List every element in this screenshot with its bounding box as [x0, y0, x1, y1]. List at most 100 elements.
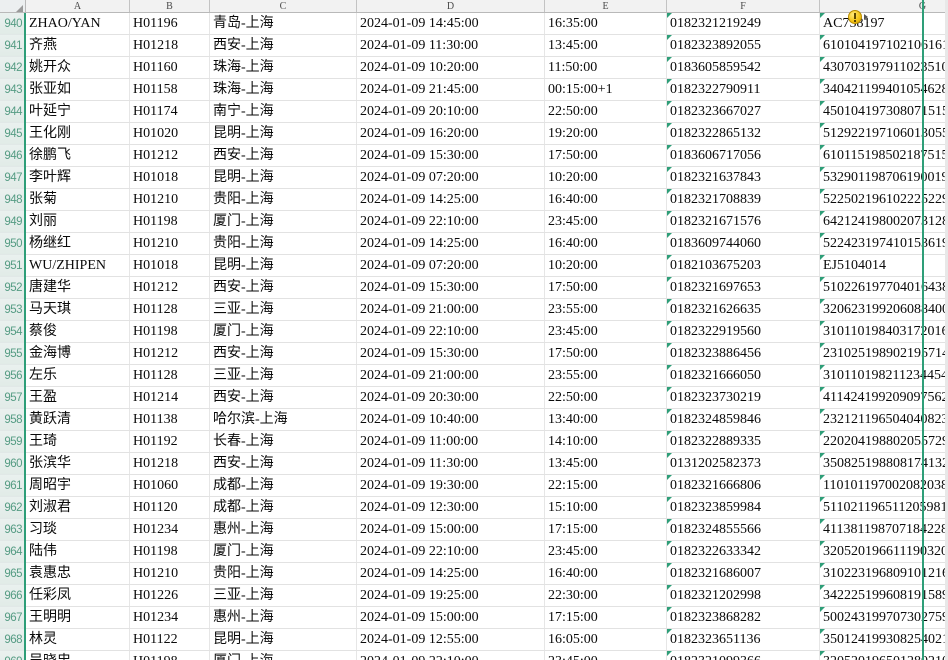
cell-route[interactable]: 南宁-上海	[210, 101, 357, 122]
table-row[interactable]: 王化刚 H01020 昆明-上海 2024-01-09 16:20:00 19:20:0…	[26, 123, 948, 145]
column-header-strip[interactable]: ABCDEFGH	[0, 0, 948, 13]
row-header[interactable]: 964	[0, 541, 24, 563]
cell-flight-code[interactable]: H01210	[130, 189, 210, 210]
cell-ticket-number[interactable]: 0183605859542	[667, 57, 820, 78]
cell-departure-datetime[interactable]: 2024-01-09 22:10:00	[357, 541, 545, 562]
cell-flight-code[interactable]: H01018	[130, 255, 210, 276]
cell-passenger-name[interactable]: 马天琪	[26, 299, 130, 320]
cell-flight-code[interactable]: H01218	[130, 35, 210, 56]
cell-id-number[interactable]: 340421199401054628	[820, 79, 948, 100]
cell-flight-code[interactable]: H01214	[130, 387, 210, 408]
cell-flight-code[interactable]: H01210	[130, 233, 210, 254]
cell-departure-datetime[interactable]: 2024-01-09 22:10:00	[357, 321, 545, 342]
cell-flight-code[interactable]: H01120	[130, 497, 210, 518]
cell-departure-datetime[interactable]: 2024-01-09 19:25:00	[357, 585, 545, 606]
cell-passenger-name[interactable]: 张菊	[26, 189, 130, 210]
cell-passenger-name[interactable]: 唐建华	[26, 277, 130, 298]
cell-arrival-time[interactable]: 23:45:00	[545, 651, 667, 660]
cell-ticket-number[interactable]: 0182322633342	[667, 541, 820, 562]
cell-flight-code[interactable]: H01018	[130, 167, 210, 188]
row-header[interactable]: 962	[0, 497, 24, 519]
cell-ticket-number[interactable]: 0182323651136	[667, 629, 820, 650]
cell-flight-code[interactable]: H01160	[130, 57, 210, 78]
cell-ticket-number[interactable]: 0182324859846	[667, 409, 820, 430]
table-row[interactable]: 王盈 H01214 西安-上海 2024-01-09 20:30:00 22:50:00…	[26, 387, 948, 409]
cell-flight-code[interactable]: H01198	[130, 651, 210, 660]
cell-departure-datetime[interactable]: 2024-01-09 14:45:00	[357, 13, 545, 34]
cell-ticket-number[interactable]: 0182323892055	[667, 35, 820, 56]
row-header[interactable]: 968	[0, 629, 24, 651]
cell-departure-datetime[interactable]: 2024-01-09 15:00:00	[357, 607, 545, 628]
cell-passenger-name[interactable]: 任彩凤	[26, 585, 130, 606]
cell-arrival-time[interactable]: 23:45:00	[545, 211, 667, 232]
cell-arrival-time[interactable]: 17:15:00	[545, 519, 667, 540]
cell-route[interactable]: 成都-上海	[210, 497, 357, 518]
cell-passenger-name[interactable]: 金海博	[26, 343, 130, 364]
cell-route[interactable]: 珠海-上海	[210, 79, 357, 100]
cell-arrival-time[interactable]: 17:50:00	[545, 343, 667, 364]
cell-departure-datetime[interactable]: 2024-01-09 21:45:00	[357, 79, 545, 100]
cell-route[interactable]: 昆明-上海	[210, 167, 357, 188]
cell-id-number[interactable]: 610115198502187515	[820, 145, 948, 166]
cell-passenger-name[interactable]: 陆伟	[26, 541, 130, 562]
table-row[interactable]: 黄跃清 H01138 哈尔滨-上海 2024-01-09 10:40:00 13:40:…	[26, 409, 948, 431]
cell-departure-datetime[interactable]: 2024-01-09 14:25:00	[357, 233, 545, 254]
row-header[interactable]: 941	[0, 35, 24, 57]
table-row[interactable]: 袁惠忠 H01210 贵阳-上海 2024-01-09 14:25:00 16:40:0…	[26, 563, 948, 585]
cell-id-number[interactable]: 511021196511205981	[820, 497, 948, 518]
cell-passenger-name[interactable]: 杨继红	[26, 233, 130, 254]
table-row[interactable]: WU/ZHIPEN H01018 昆明-上海 2024-01-09 07:20:00 1…	[26, 255, 948, 277]
cell-id-number[interactable]: 310110198403172016	[820, 321, 948, 342]
cell-departure-datetime[interactable]: 2024-01-09 15:00:00	[357, 519, 545, 540]
row-header[interactable]: 969	[0, 651, 24, 660]
cell-ticket-number[interactable]: 0182321666806	[667, 475, 820, 496]
table-row[interactable]: 王琦 H01192 长春-上海 2024-01-09 11:00:00 14:10:00…	[26, 431, 948, 453]
cell-id-number[interactable]: 232121196504040823	[820, 409, 948, 430]
cell-ticket-number[interactable]: 0182323730219	[667, 387, 820, 408]
cell-ticket-number[interactable]: 0182321671576	[667, 211, 820, 232]
cell-passenger-name[interactable]: 姚开众	[26, 57, 130, 78]
table-row[interactable]: 左乐 H01128 三亚-上海 2024-01-09 21:00:00 23:55:00…	[26, 365, 948, 387]
cell-route[interactable]: 贵阳-上海	[210, 563, 357, 584]
cell-ticket-number[interactable]: 0183606717056	[667, 145, 820, 166]
cell-departure-datetime[interactable]: 2024-01-09 20:30:00	[357, 387, 545, 408]
cell-id-number[interactable]: 430703197911023510	[820, 57, 948, 78]
cell-departure-datetime[interactable]: 2024-01-09 22:10:00	[357, 211, 545, 232]
cell-flight-code[interactable]: H01198	[130, 541, 210, 562]
cell-ticket-number[interactable]: 0183609744060	[667, 233, 820, 254]
cell-flight-code[interactable]: H01122	[130, 629, 210, 650]
cell-passenger-name[interactable]: 刘丽	[26, 211, 130, 232]
cell-id-number[interactable]: 512922197106013055	[820, 123, 948, 144]
cell-id-number[interactable]: 310110198211234454	[820, 365, 948, 386]
row-header[interactable]: 957	[0, 387, 24, 409]
table-row[interactable]: 任彩凤 H01226 三亚-上海 2024-01-09 19:25:00 22:30:0…	[26, 585, 948, 607]
cell-arrival-time[interactable]: 16:35:00	[545, 13, 667, 34]
cell-passenger-name[interactable]: 齐燕	[26, 35, 130, 56]
cell-id-number[interactable]: 642124198002073128	[820, 211, 948, 232]
cell-route[interactable]: 西安-上海	[210, 387, 357, 408]
cell-departure-datetime[interactable]: 2024-01-09 19:30:00	[357, 475, 545, 496]
row-header[interactable]: 951	[0, 255, 24, 277]
cell-departure-datetime[interactable]: 2024-01-09 12:30:00	[357, 497, 545, 518]
cell-route[interactable]: 西安-上海	[210, 453, 357, 474]
row-header[interactable]: 946	[0, 145, 24, 167]
table-row[interactable]: 马天琪 H01128 三亚-上海 2024-01-09 21:00:00 23:55:0…	[26, 299, 948, 321]
cell-arrival-time[interactable]: 16:40:00	[545, 233, 667, 254]
table-row[interactable]: 齐燕 H01218 西安-上海 2024-01-09 11:30:00 13:45:00…	[26, 35, 948, 57]
table-row[interactable]: 张菊 H01210 贵阳-上海 2024-01-09 14:25:00 16:40:00…	[26, 189, 948, 211]
cell-arrival-time[interactable]: 13:45:00	[545, 35, 667, 56]
cell-route[interactable]: 昆明-上海	[210, 123, 357, 144]
cell-flight-code[interactable]: H01234	[130, 519, 210, 540]
cell-ticket-number[interactable]: 0182321202998	[667, 585, 820, 606]
cell-passenger-name[interactable]: 周昭宇	[26, 475, 130, 496]
cell-arrival-time[interactable]: 23:45:00	[545, 541, 667, 562]
cell-ticket-number[interactable]: 0182323667027	[667, 101, 820, 122]
table-row[interactable]: 刘丽 H01198 厦门-上海 2024-01-09 22:10:00 23:45:00…	[26, 211, 948, 233]
cell-departure-datetime[interactable]: 2024-01-09 07:20:00	[357, 167, 545, 188]
cell-passenger-name[interactable]: 张亚如	[26, 79, 130, 100]
cell-ticket-number[interactable]: 0182321708839	[667, 189, 820, 210]
cell-passenger-name[interactable]: 黄跃清	[26, 409, 130, 430]
cell-arrival-time[interactable]: 17:50:00	[545, 277, 667, 298]
row-header[interactable]: 947	[0, 167, 24, 189]
